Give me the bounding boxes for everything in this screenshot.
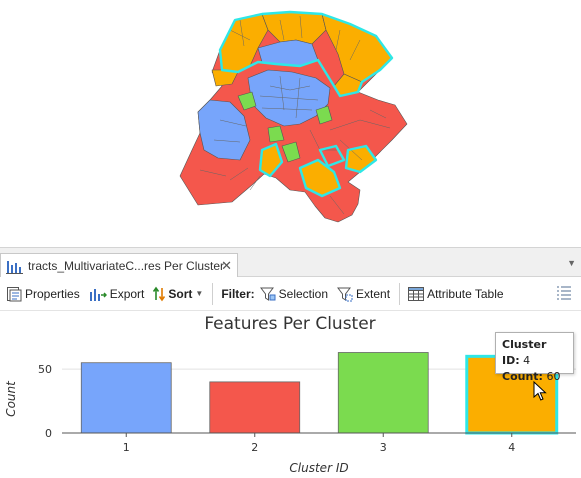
properties-icon [7, 286, 22, 301]
map-highlight-east [318, 144, 346, 168]
filter-selection-icon [259, 287, 276, 301]
attribute-table-label: Attribute Table [427, 286, 504, 301]
map-highlight-north [218, 10, 394, 98]
y-tick-label: 0 [45, 427, 52, 440]
x-tick-label: 4 [508, 441, 515, 454]
sort-dropdown-icon: ▼ [195, 289, 204, 298]
map-highlight-south [298, 158, 342, 198]
chart-panel: Features Per Cluster 0 50 1 2 3 4 Cluster ID … [0, 311, 581, 478]
mouse-pointer-icon [533, 381, 547, 401]
x-tick-label: 3 [380, 441, 387, 454]
y-tick-label: 50 [38, 363, 52, 376]
properties-button[interactable]: Properties [6, 286, 80, 302]
cluster-map[interactable] [0, 0, 581, 247]
export-label: Export [109, 286, 145, 301]
chevron-down-icon[interactable]: ▼ [567, 258, 576, 268]
filter-extent-label: Extent [356, 286, 391, 301]
sort-icon [153, 286, 166, 301]
sort-button[interactable]: Sort ▼ [153, 286, 203, 302]
attribute-table-button[interactable]: Attribute Table [408, 286, 504, 301]
tooltip-count-label: Count: [502, 370, 543, 383]
tooltip-id-value: 4 [523, 354, 531, 367]
map-highlight-southeast [344, 144, 378, 174]
tooltip-count-value: 60 [546, 370, 561, 383]
filter-selection-label: Selection [278, 286, 329, 301]
export-chart-icon [89, 288, 107, 301]
tooltip-id-label: Cluster ID: [502, 338, 547, 367]
chart-toolbar: Properties Export Sort ▼ Filter: Selecti… [0, 277, 581, 311]
filter-label: Filter: [221, 286, 255, 301]
bar-cluster-2[interactable] [209, 381, 301, 434]
view-tab-strip: tracts_MultivariateC...res Per Cluster ✕… [0, 247, 581, 278]
bar-cluster-1[interactable] [80, 362, 172, 434]
map-highlight-southwest [258, 142, 284, 178]
chart-title: Features Per Cluster [204, 314, 375, 334]
chart-tooltip: Cluster ID: 4 Count: 60 [495, 332, 574, 383]
tab-chart[interactable]: tracts_MultivariateC...res Per Cluster ✕ [0, 253, 238, 278]
filter-extent-icon [337, 287, 353, 301]
list-view-icon[interactable] [557, 285, 571, 301]
map-region-blue-west [197, 99, 251, 161]
tooltip-count-row: Count: 60 [502, 369, 567, 385]
properties-label: Properties [25, 286, 80, 301]
x-tick-label: 2 [251, 441, 258, 454]
sort-label: Sort [168, 286, 193, 301]
filter-selection-button[interactable]: Selection [259, 286, 329, 302]
filter-extent-button[interactable]: Extent [337, 286, 390, 302]
toolbar-divider [399, 282, 401, 305]
y-axis-title: Count [4, 380, 18, 417]
x-axis-title: Cluster ID [289, 461, 348, 475]
tooltip-cluster-row: Cluster ID: 4 [502, 337, 567, 369]
bar-cluster-3[interactable] [337, 352, 429, 434]
toolbar-divider [212, 282, 214, 305]
map-region-green-1 [237, 91, 257, 111]
map-region-green-2 [281, 141, 301, 163]
tab-chart-label: tracts_MultivariateC...res Per Cluster [28, 259, 225, 273]
map-region-green-4 [267, 125, 285, 143]
map-region-orange-w [211, 69, 239, 87]
bar-chart-icon [6, 261, 23, 274]
export-button[interactable]: Export [89, 286, 145, 302]
table-icon [408, 286, 425, 301]
close-icon[interactable]: ✕ [221, 258, 232, 273]
map-view[interactable] [0, 0, 581, 247]
map-region-green-3 [315, 105, 333, 125]
x-tick-label: 1 [123, 441, 130, 454]
